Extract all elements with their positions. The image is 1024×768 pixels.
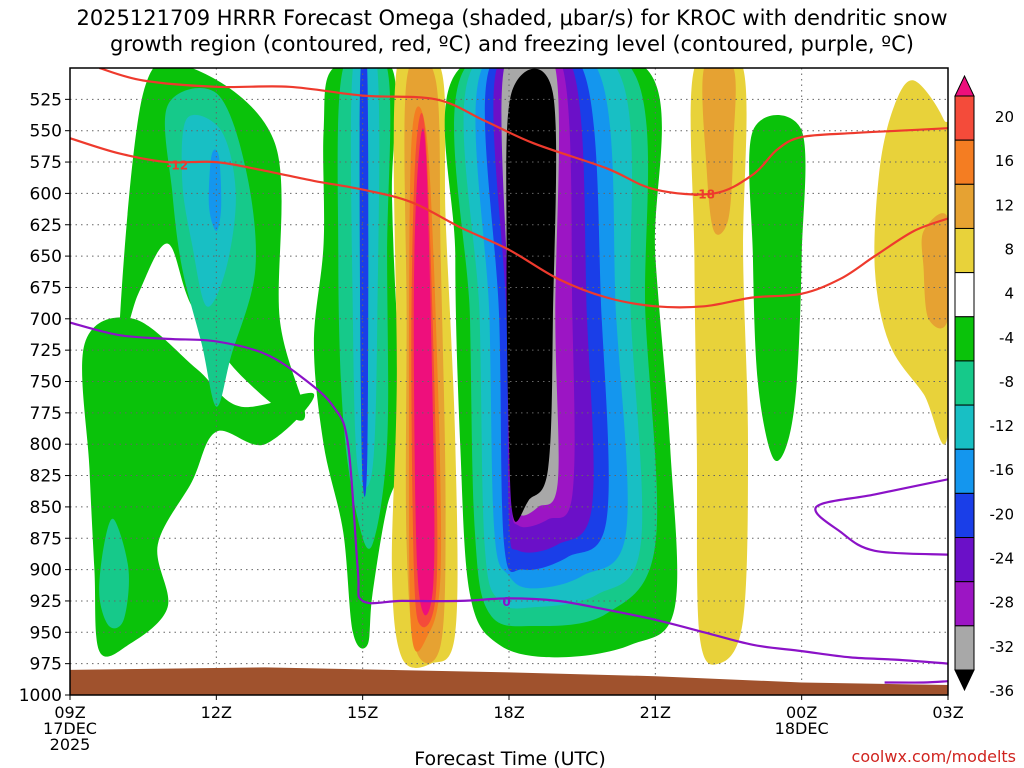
omega-region-24 xyxy=(690,68,748,665)
x-tick-label: 12Z xyxy=(201,703,232,722)
colorbar-swatch xyxy=(954,404,975,450)
omega-region-1 xyxy=(82,317,315,657)
y-tick-label: 600 xyxy=(30,184,62,204)
colorbar-label: -36 xyxy=(990,682,1015,700)
omega-region-28 xyxy=(921,213,948,329)
freezing-contour-2 xyxy=(884,680,948,684)
colorbar-label: 20 xyxy=(995,108,1014,126)
colorbar-swatch xyxy=(954,272,975,318)
x-tick-label: 03Z xyxy=(932,703,963,722)
contours: -18 -12 0 xyxy=(70,68,948,684)
credit-link[interactable]: coolwx.com/modelts xyxy=(851,747,1016,766)
y-tick-label: 875 xyxy=(30,529,62,549)
colorbar-label: -28 xyxy=(990,594,1015,612)
y-tick-label: 750 xyxy=(30,373,62,393)
y-tick-label: 625 xyxy=(30,216,62,236)
y-tick-label: 675 xyxy=(30,278,62,298)
colorbar-label: 4 xyxy=(1004,285,1014,303)
chart-title-line1: 2025121709 HRRR Forecast Omega (shaded, … xyxy=(76,6,948,30)
freezing-contour-label: 0 xyxy=(502,595,510,609)
colorbar-label: -4 xyxy=(999,329,1014,347)
colorbar-label: -16 xyxy=(990,461,1015,479)
dgz-contour-label: -18 xyxy=(693,187,715,201)
y-tick-label: 525 xyxy=(30,90,62,110)
colorbar-label: -12 xyxy=(990,417,1015,435)
x-tick-label: 15Z xyxy=(347,703,378,722)
x-tick-label: 18DEC xyxy=(775,719,829,738)
colorbar-top-arrow xyxy=(954,74,975,97)
colorbar-swatch xyxy=(954,183,975,229)
dgz-contour-1 xyxy=(70,137,948,309)
colorbar-swatch xyxy=(954,448,975,494)
y-tick-label: 975 xyxy=(30,655,62,675)
colorbar-swatch xyxy=(954,95,975,141)
omega-region-26 xyxy=(749,115,806,462)
dgz-contour-label: -12 xyxy=(166,159,188,173)
dgz-contour-0 xyxy=(98,68,948,196)
colorbar-swatch xyxy=(954,316,975,362)
x-tick-label: 09Z xyxy=(54,703,85,722)
omega-region-9 xyxy=(359,68,369,497)
y-tick-label: 825 xyxy=(30,467,62,487)
colorbar-label: 12 xyxy=(995,196,1014,214)
y-tick-label: 700 xyxy=(30,310,62,330)
x-tick-label: 2025 xyxy=(50,735,91,754)
chart-title-line2: growth region (contoured, red, ºC) and f… xyxy=(110,32,914,56)
y-tick-label: 775 xyxy=(30,404,62,424)
y-tick-label: 950 xyxy=(30,623,62,643)
freezing-contour-0 xyxy=(70,321,948,665)
y-tick-label: 550 xyxy=(30,122,62,142)
x-axis-label: Forecast Time (UTC) xyxy=(414,748,605,768)
y-tick-label: 800 xyxy=(30,435,62,455)
colorbar-swatch xyxy=(954,625,975,671)
colorbar-swatch xyxy=(954,360,975,406)
omega-region-23 xyxy=(506,68,557,522)
omega-region-27 xyxy=(874,80,948,445)
grid-lines xyxy=(70,68,948,695)
freezing-contour-1 xyxy=(814,478,948,556)
colorbar-label: -32 xyxy=(990,638,1015,656)
omega-region-3 xyxy=(99,518,129,629)
colorbar-bottom-arrow xyxy=(954,669,975,692)
colorbar-swatch xyxy=(954,227,975,274)
y-tick-label: 1000 xyxy=(19,686,62,706)
y-tick-label: 900 xyxy=(30,561,62,581)
y-tick-label: 850 xyxy=(30,498,62,518)
colorbar-swatch xyxy=(954,139,975,185)
colorbar-label: 8 xyxy=(1004,240,1014,258)
colorbar-label: -24 xyxy=(990,550,1015,568)
x-tick-label: 21Z xyxy=(640,703,671,722)
omega-region-5 xyxy=(208,149,222,231)
terrain xyxy=(70,667,948,695)
y-axis: 525 550 575 600 625 650 675 700 725 750 775 800 825 8… xyxy=(19,90,70,706)
colorbar-label: 16 xyxy=(995,152,1014,170)
terrain-band xyxy=(70,667,948,695)
omega-region-14 xyxy=(413,128,435,616)
colorbar-swatch xyxy=(954,492,975,539)
y-tick-label: 575 xyxy=(30,153,62,173)
y-tick-label: 925 xyxy=(30,592,62,612)
colorbar-swatch xyxy=(954,581,975,627)
colorbar-label: -8 xyxy=(999,373,1014,391)
colorbar-label: -20 xyxy=(990,505,1015,523)
x-tick-label: 17DEC xyxy=(43,719,97,738)
y-tick-label: 650 xyxy=(30,247,62,267)
y-tick-label: 725 xyxy=(30,341,62,361)
x-tick-label: 00Z xyxy=(786,703,817,722)
colorbar-swatch xyxy=(954,537,975,583)
colorbar: 20 16 12 8 4 -4 -8 -12 -16 -20 -24 -28 -32 -36 xyxy=(954,74,1015,700)
x-tick-label: 18Z xyxy=(493,703,524,722)
